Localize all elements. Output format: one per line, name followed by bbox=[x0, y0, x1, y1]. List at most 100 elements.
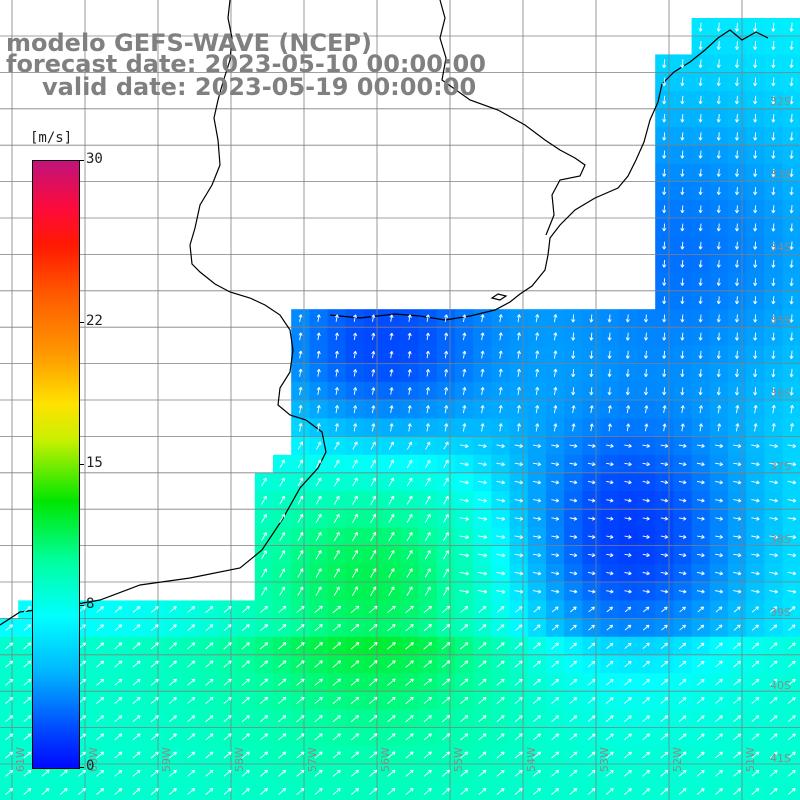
wind-arrow-head bbox=[628, 445, 632, 448]
wind-arrow-head bbox=[500, 387, 503, 391]
wind-arrow bbox=[332, 769, 341, 777]
wind-arrow bbox=[678, 481, 687, 484]
wind-arrow-head bbox=[753, 392, 756, 396]
wind-arrow-head bbox=[771, 300, 774, 305]
wind-arrow bbox=[754, 168, 757, 177]
wind-arrow bbox=[5, 660, 13, 668]
wind-arrow-head bbox=[353, 314, 356, 318]
wind-arrow-head bbox=[466, 715, 469, 719]
wind-arrow bbox=[642, 697, 650, 704]
wind-arrow bbox=[261, 514, 267, 523]
wind-arrow bbox=[390, 333, 393, 340]
wind-arrow bbox=[627, 387, 629, 395]
wind-arrow-head bbox=[718, 301, 721, 305]
wind-arrow bbox=[751, 606, 759, 613]
wind-arrow bbox=[569, 481, 578, 484]
wind-arrow bbox=[387, 678, 396, 686]
wind-arrow-head bbox=[737, 555, 742, 558]
wind-arrow bbox=[769, 499, 778, 502]
wind-arrow-head bbox=[425, 350, 429, 354]
wind-arrow-head bbox=[627, 392, 630, 396]
wind-arrow bbox=[642, 444, 650, 447]
wind-arrow bbox=[624, 590, 632, 593]
wind-arrow-head bbox=[772, 83, 776, 87]
wind-arrow-head bbox=[718, 392, 721, 396]
wind-arrow-head bbox=[427, 550, 431, 553]
wind-arrow-head bbox=[611, 661, 614, 665]
wind-arrow bbox=[663, 95, 666, 105]
wind-arrow-head bbox=[666, 643, 668, 647]
wind-arrow-head bbox=[753, 28, 756, 32]
wind-arrow bbox=[678, 788, 687, 795]
wind-arrow-head bbox=[718, 137, 721, 141]
wind-arrow-head bbox=[83, 606, 86, 610]
wind-arrow-head bbox=[302, 678, 305, 683]
wind-arrow bbox=[5, 751, 13, 759]
wind-arrow-head bbox=[756, 445, 760, 448]
wind-arrow-head bbox=[389, 314, 393, 318]
wind-arrow-head bbox=[539, 770, 541, 774]
wind-arrow-head bbox=[193, 751, 196, 756]
wind-arrow-head bbox=[427, 586, 431, 589]
wind-arrow-head bbox=[483, 445, 487, 448]
wind-arrow-head bbox=[339, 715, 341, 719]
wind-arrow-head bbox=[772, 392, 776, 396]
wind-arrow-head bbox=[302, 788, 305, 792]
wind-arrow bbox=[296, 678, 305, 686]
wind-arrow-head bbox=[789, 282, 792, 287]
wind-arrow-head bbox=[302, 715, 305, 719]
wind-arrow-head bbox=[739, 733, 742, 738]
wind-arrow bbox=[481, 369, 484, 377]
wind-arrow-head bbox=[734, 246, 738, 250]
wind-arrow-head bbox=[427, 314, 430, 318]
wind-arrow-head bbox=[571, 355, 574, 359]
wind-arrow bbox=[314, 788, 323, 795]
wind-arrow bbox=[661, 624, 668, 631]
wind-arrow bbox=[736, 314, 738, 323]
wind-arrow-head bbox=[684, 715, 687, 719]
wind-arrow-head bbox=[156, 679, 159, 683]
wind-arrow-head bbox=[609, 423, 612, 427]
wind-arrow-head bbox=[754, 83, 758, 87]
wind-arrow-head bbox=[483, 500, 487, 503]
wind-arrow-head bbox=[772, 46, 776, 50]
wind-arrow-head bbox=[519, 462, 523, 465]
wind-arrow-head bbox=[680, 405, 684, 409]
wind-arrow bbox=[663, 332, 666, 341]
wind-arrow-head bbox=[284, 733, 287, 737]
wind-arrow bbox=[769, 590, 778, 593]
wind-arrow bbox=[441, 751, 450, 759]
wind-arrow bbox=[790, 423, 793, 432]
wind-arrow bbox=[333, 513, 340, 524]
wind-arrow-head bbox=[734, 173, 738, 177]
wind-arrow bbox=[751, 535, 760, 538]
wind-arrow-head bbox=[628, 591, 632, 594]
wind-arrow-head bbox=[518, 332, 521, 336]
wind-arrow-head bbox=[718, 119, 721, 123]
wind-arrow bbox=[369, 769, 378, 777]
wind-arrow-head bbox=[593, 733, 596, 738]
wind-arrow bbox=[368, 624, 378, 632]
wind-arrow-head bbox=[317, 459, 321, 462]
wind-arrow-head bbox=[664, 445, 669, 448]
wind-arrow bbox=[23, 733, 32, 741]
wind-arrow-head bbox=[284, 751, 287, 756]
wind-arrow-head bbox=[373, 387, 376, 391]
wind-arrow bbox=[678, 697, 687, 704]
wind-arrow bbox=[459, 444, 469, 447]
wind-arrow bbox=[443, 441, 449, 450]
wind-arrow-head bbox=[555, 555, 560, 558]
wind-arrow-head bbox=[790, 101, 794, 105]
wind-arrow bbox=[168, 678, 177, 686]
wind-arrow-head bbox=[716, 300, 719, 305]
wind-arrow-head bbox=[789, 404, 793, 408]
wind-arrow bbox=[408, 351, 411, 359]
wind-arrow bbox=[333, 586, 340, 596]
wind-arrow bbox=[678, 517, 687, 520]
wind-arrow bbox=[751, 788, 760, 795]
wind-arrow-head bbox=[247, 624, 250, 628]
wind-arrow bbox=[424, 586, 431, 596]
wind-arrow-head bbox=[336, 332, 339, 337]
wind-arrow bbox=[624, 642, 632, 649]
wind-arrow bbox=[678, 572, 687, 575]
